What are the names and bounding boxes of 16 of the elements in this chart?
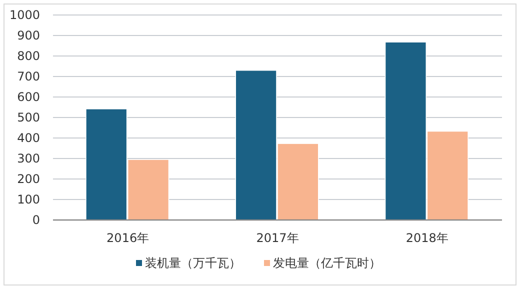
y-tick-label: 1000: [9, 8, 40, 22]
y-tick-label: 600: [17, 90, 40, 104]
y-tick-label: 300: [17, 152, 40, 166]
x-tick-label: 2016年: [106, 231, 150, 245]
legend-label: 装机量（万千瓦）: [145, 256, 241, 270]
y-tick-label: 200: [17, 172, 40, 186]
y-tick-label: 800: [17, 49, 40, 63]
x-tick-label: 2018年: [406, 231, 448, 245]
y-tick-label: 500: [17, 110, 40, 124]
legend-label: 发电量（亿千瓦时）: [273, 256, 381, 270]
y-tick-label: 400: [17, 131, 40, 145]
y-tick-label: 900: [17, 28, 40, 42]
y-tick-label: 0: [32, 213, 40, 227]
y-tick-label: 100: [17, 192, 40, 206]
x-tick-label: 2017年: [256, 231, 299, 245]
y-tick-label: 700: [17, 70, 40, 84]
